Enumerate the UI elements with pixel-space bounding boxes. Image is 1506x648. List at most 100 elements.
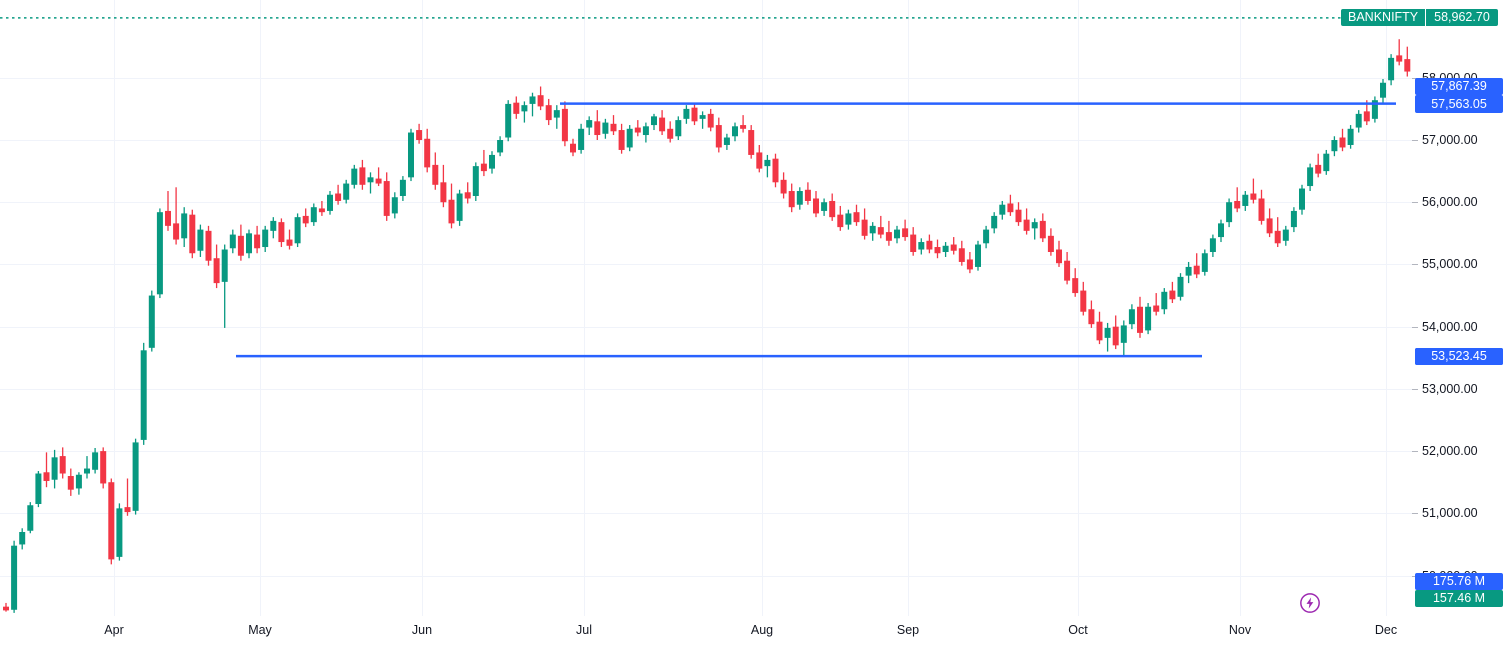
candle-body	[958, 248, 965, 262]
drawings-layer[interactable]	[0, 0, 1412, 616]
candle-body	[756, 152, 763, 169]
candle-body	[310, 207, 317, 223]
candle-body	[51, 457, 58, 480]
candle-body	[991, 215, 998, 229]
candle-body	[1315, 164, 1322, 174]
price-axis-label: 51,000.00	[1422, 506, 1478, 521]
candle-body	[602, 122, 609, 134]
candle-body	[1339, 137, 1346, 148]
price-axis-label: 53,000.00	[1422, 381, 1478, 396]
candle-body	[1088, 309, 1095, 325]
candle-body	[1307, 167, 1314, 187]
candle-body	[67, 476, 74, 490]
symbol-price-badge[interactable]: BANKNIFTY 58,962.70	[1341, 9, 1498, 27]
candle-body	[910, 234, 917, 252]
candle-body	[966, 259, 973, 270]
candle-body	[772, 158, 779, 183]
candle-body	[902, 228, 909, 238]
candle-body	[561, 108, 568, 142]
candle-body	[294, 217, 301, 244]
candle-body	[1201, 253, 1208, 272]
candle-body	[553, 110, 560, 118]
candle-body	[237, 235, 244, 256]
candle-body	[1145, 306, 1152, 331]
price-tick-mark	[1412, 140, 1418, 141]
candle-body	[1137, 306, 1143, 333]
candle-body	[213, 258, 220, 284]
candle-body	[642, 126, 649, 136]
candle-body	[837, 214, 844, 228]
candle-body	[659, 117, 666, 132]
chart-plot-area[interactable]	[0, 0, 1412, 616]
candle-body	[942, 245, 949, 252]
candle-body	[845, 213, 852, 225]
candle-body	[861, 219, 868, 236]
candle-body	[11, 545, 18, 610]
candle-body	[594, 121, 601, 136]
candle-body	[1031, 222, 1038, 229]
time-axis-label: Oct	[1068, 623, 1088, 637]
gridline-vertical	[1240, 0, 1241, 616]
candle-body	[1234, 200, 1241, 209]
price-tick-mark	[1412, 513, 1418, 514]
candle-body	[934, 247, 941, 254]
time-axis-label: Jul	[576, 623, 592, 637]
gridline-horizontal	[0, 78, 1412, 79]
candle-body	[359, 167, 366, 185]
candle-body	[1355, 113, 1362, 128]
candle-body	[181, 213, 188, 239]
gridline-vertical	[1078, 0, 1079, 616]
candle-body	[262, 229, 269, 248]
candle-body	[829, 200, 836, 218]
candle-body	[1161, 291, 1168, 310]
candle-body	[570, 143, 576, 153]
candle-body	[416, 130, 423, 140]
candle-body	[464, 192, 471, 199]
gridline-vertical	[584, 0, 585, 616]
candle-body	[440, 182, 447, 203]
candle-body	[788, 191, 795, 208]
price-axis-label: 55,000.00	[1422, 257, 1478, 272]
candle-body	[683, 108, 690, 119]
gridline-horizontal	[0, 264, 1412, 265]
time-axis-label: Nov	[1228, 623, 1252, 637]
volume-badge: 157.46 M	[1415, 589, 1503, 607]
candle-body	[43, 472, 50, 481]
candle-body	[343, 183, 350, 200]
candle-body	[667, 128, 674, 139]
gridline-vertical	[1386, 0, 1387, 616]
candle-body	[19, 532, 26, 545]
candle-body	[1112, 326, 1119, 346]
price-axis-label: 52,000.00	[1422, 444, 1478, 459]
price-tick-mark	[1412, 264, 1418, 265]
candle-body	[618, 130, 625, 150]
gridline-vertical	[762, 0, 763, 616]
candle-body	[1153, 305, 1160, 312]
time-axis[interactable]: Apr May Jun Jul Aug Sep Oct Nov Dec	[0, 616, 1506, 648]
candle-body	[740, 125, 747, 129]
candle-body	[497, 140, 504, 153]
lightning-event-icon[interactable]	[1299, 592, 1321, 614]
price-axis-label: 56,000.00	[1422, 195, 1478, 210]
candle-body	[1266, 218, 1273, 234]
candle-body	[1056, 249, 1062, 264]
time-axis-label: May	[248, 623, 272, 637]
candle-body	[165, 210, 171, 226]
candle-body	[480, 163, 487, 172]
price-badge: 57,563.05	[1415, 96, 1503, 114]
candle-body	[270, 220, 277, 231]
candle-body	[375, 178, 382, 184]
candle-body	[1120, 325, 1127, 343]
price-tick-mark	[1412, 389, 1418, 390]
candle-body	[885, 232, 892, 241]
candle-body	[448, 199, 455, 224]
candle-body	[813, 198, 819, 214]
volume-badge: 175.76 M	[1415, 572, 1503, 590]
candle-body	[92, 452, 99, 470]
time-axis-label: Dec	[1374, 623, 1398, 637]
price-axis[interactable]: 58,000.0057,000.0056,000.0055,000.0054,0…	[1412, 0, 1506, 616]
candle-body	[286, 239, 293, 246]
candle-body	[100, 451, 107, 484]
candle-body	[472, 166, 479, 196]
candle-body	[1039, 220, 1046, 239]
